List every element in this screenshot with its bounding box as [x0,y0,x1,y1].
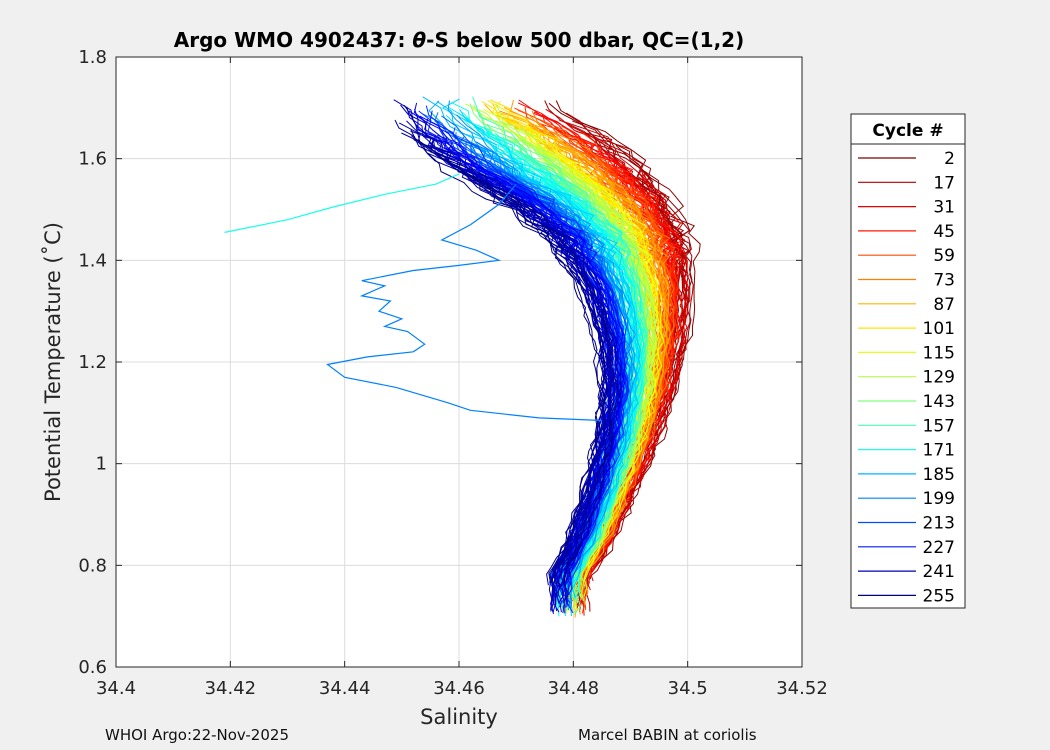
profile-line [413,139,608,590]
profile-line [480,125,644,572]
footer-operator: Marcel BABIN at coriolis [578,726,757,744]
profile-line [559,119,690,574]
profile-line [532,123,668,593]
title-theta: θ [412,28,426,52]
profile-line [447,100,634,611]
x-tick-label: 34.46 [433,678,485,699]
legend: Cycle # 2 17 31 45 59 73 87 101 115 129 143 157 171 1… [850,113,966,609]
x-tick-label: 34.42 [205,678,257,699]
y-axis-label: Potential Temperature (˚C) [41,222,65,502]
legend-entry-label: 185 [923,465,955,485]
title-part-3: -S below 500 dbar, QC=(1,2) [426,28,744,52]
legend-box [850,113,966,609]
legend-entry-label: 143 [923,392,955,412]
profile-line [427,153,602,586]
footer-source: WHOI Argo:22-Nov-2025 [105,726,289,744]
profile-line [581,122,701,567]
legend-entry-label: 129 [923,368,955,388]
legend-entry-label: 157 [923,416,955,436]
profile-lines [224,96,701,618]
x-tick-label: 34.4 [96,678,136,699]
legend-entry-label: 73 [933,271,955,291]
profile-line [495,103,658,602]
profile-line [587,132,691,570]
profile-line [504,174,630,607]
chart-title: Argo WMO 4902437: θ-S below 500 dbar, QC… [174,28,744,52]
profile-line [555,100,693,580]
legend-entry-label: 17 [933,173,955,193]
legend-entry-label: 45 [933,222,955,242]
profile-line [424,118,623,614]
y-tick-label: 1.2 [78,352,107,373]
legend-entry-label: 213 [923,514,955,534]
title-part-1: Argo WMO 4902437: [174,28,413,52]
legend-entry-label: 171 [923,441,955,461]
x-axis-ticks: 34.4 34.42 34.44 34.46 34.48 34.5 34.52 [96,57,828,699]
y-axis-ticks: 0.6 0.8 1 1.2 1.4 1.6 1.8 [78,47,802,678]
outlier-profile-line [224,173,460,233]
profile-line [587,173,688,591]
profile-line [478,146,632,573]
legend-entry-label: 241 [923,562,955,582]
legend-entries: 2 17 31 45 59 73 87 101 115 129 143 157 171 185 199 213… [858,149,955,606]
legend-entry-label: 87 [933,295,955,315]
x-tick-label: 34.52 [776,678,828,699]
profile-line [425,105,629,614]
y-tick-label: 0.8 [78,555,107,576]
profile-line [531,135,660,579]
legend-entry-label: 101 [923,319,955,339]
profile-line [441,98,639,608]
y-tick-label: 1.6 [78,149,107,170]
profile-line [556,135,667,586]
x-tick-label: 34.48 [548,678,600,699]
profile-line [481,173,622,578]
profile-line [454,167,602,584]
y-tick-label: 0.6 [78,657,107,678]
profile-line [456,114,637,597]
profile-line [483,126,645,583]
profile-line [572,120,694,579]
legend-entry-label: 199 [923,489,955,509]
profile-line [542,129,671,590]
legend-entry-label: 255 [923,586,955,606]
x-tick-label: 34.5 [668,678,708,699]
outlier-profile-line [326,183,602,422]
legend-title: Cycle # [872,121,943,141]
y-tick-label: 1.4 [78,250,107,271]
x-tick-label: 34.44 [319,678,371,699]
y-tick-label: 1.8 [78,47,107,68]
legend-entry-label: 227 [923,538,955,558]
legend-entry-label: 31 [933,198,955,218]
legend-entry-label: 115 [923,343,955,363]
legend-entry-label: 2 [944,149,955,169]
profile-line [410,129,619,604]
profile-line [531,172,641,598]
x-axis-label: Salinity [420,705,498,729]
legend-entry-label: 59 [933,246,955,266]
y-tick-label: 1 [96,454,107,475]
